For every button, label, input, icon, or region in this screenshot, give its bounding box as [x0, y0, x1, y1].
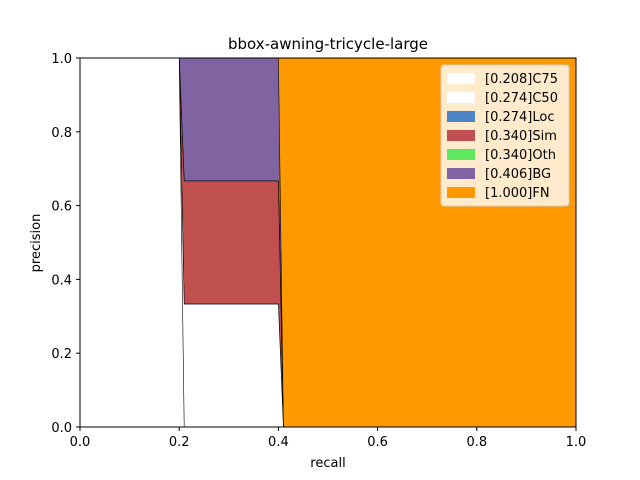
y-axis: 0.0 0.2 0.4 0.6 0.8 1.0: [51, 52, 80, 436]
y-axis-label: precision: [29, 214, 44, 273]
legend-label: [0.208]C75: [485, 72, 558, 87]
legend-swatch: [447, 130, 475, 141]
legend-label: [0.274]C50: [485, 91, 558, 106]
legend-label: [0.274]Loc: [485, 110, 554, 125]
legend-label: [0.340]Sim: [485, 129, 557, 144]
series-area-0: [79, 57, 185, 428]
x-tick-label: 0.2: [169, 435, 190, 450]
x-tick-label: 0.0: [70, 435, 91, 450]
legend-swatch: [447, 168, 475, 179]
y-tick-label: 0.0: [51, 421, 72, 436]
y-tick-label: 0.2: [51, 347, 72, 362]
legend-swatch: [447, 149, 475, 160]
legend: [0.208]C75 [0.274]C50 [0.274]Loc [0.340]Sim…: [440, 64, 570, 207]
x-tick-label: 0.4: [268, 435, 289, 450]
legend-swatch: [447, 111, 475, 122]
y-tick-label: 0.6: [51, 200, 72, 215]
x-tick-label: 0.8: [466, 435, 487, 450]
x-axis: 0.0 0.2 0.4 0.6 0.8 1.0: [70, 427, 587, 450]
legend-swatch: [447, 92, 475, 103]
x-tick-label: 0.6: [367, 435, 388, 450]
legend-label: [1.000]FN: [485, 186, 550, 201]
legend-swatch: [447, 187, 475, 198]
x-tick-label: 1.0: [566, 435, 587, 450]
chart-title: bbox-awning-tricycle-large: [228, 35, 428, 53]
y-tick-label: 0.4: [51, 273, 72, 288]
x-axis-label: recall: [310, 456, 345, 471]
y-tick-label: 1.0: [51, 52, 72, 67]
legend-swatch: [447, 73, 475, 84]
y-tick-label: 0.8: [51, 126, 72, 141]
plot-frame: [79, 57, 577, 428]
legend-label: [0.340]Oth: [485, 148, 556, 163]
legend-label: [0.406]BG: [485, 167, 551, 182]
